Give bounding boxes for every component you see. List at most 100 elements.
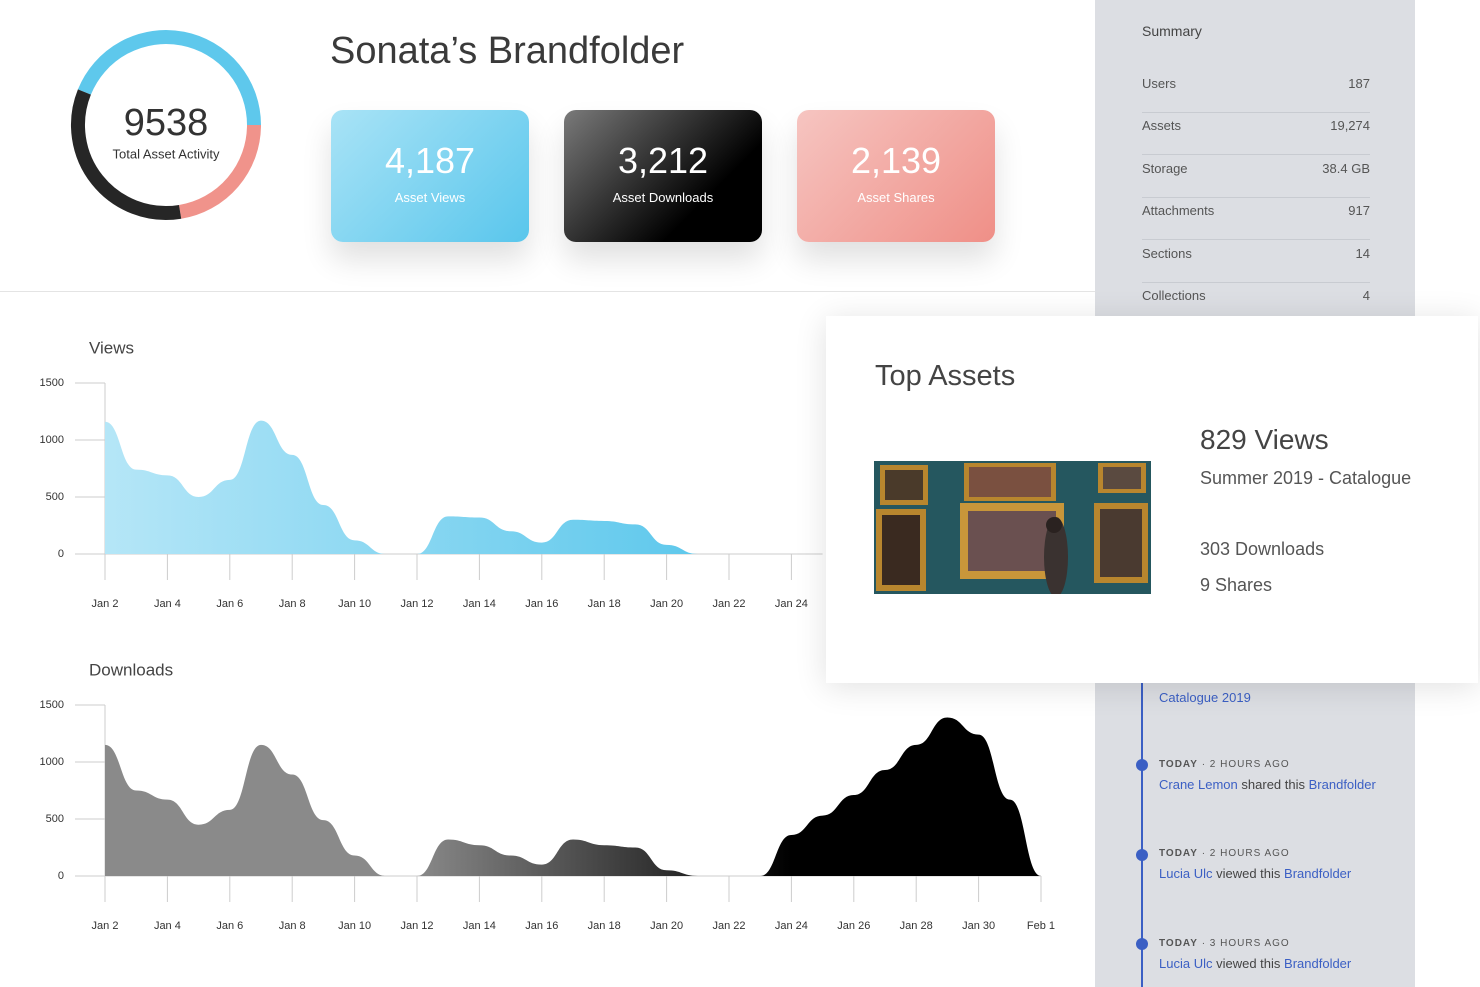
y-tick-label: 1500 <box>40 377 64 389</box>
label: Attachments <box>1142 203 1215 218</box>
x-tick-label: Jan 6 <box>216 598 243 610</box>
x-tick-label: Jan 20 <box>650 920 683 932</box>
x-tick-label: Jan 12 <box>400 598 433 610</box>
donut-total: 9538 <box>124 102 209 144</box>
chart-title: Downloads <box>89 660 173 679</box>
activity-item: TODAY · 3 HOURS AGO Lucia Ulc viewed thi… <box>1159 938 1351 971</box>
x-tick-label: Jan 14 <box>463 598 496 610</box>
value: 14 <box>1355 246 1370 261</box>
x-tick-label: Jan 8 <box>279 920 306 932</box>
summary-row: Assets 19,274 <box>1142 112 1370 155</box>
ago: · 3 HOURS AGO <box>1201 938 1290 949</box>
stat-caption: Asset Shares <box>857 190 935 205</box>
asset-downloads: 303 Downloads <box>1200 539 1325 559</box>
x-tick-label: Jan 16 <box>525 920 558 932</box>
page-title: Sonata’s Brandfolder <box>330 30 685 72</box>
label: Collections <box>1142 288 1206 303</box>
x-tick-label: Jan 18 <box>588 920 621 932</box>
stat-card: 4,187 Asset Views <box>331 110 529 242</box>
x-tick-label: Jan 30 <box>962 920 995 932</box>
x-tick-label: Jan 28 <box>900 920 933 932</box>
summary-row: Users 187 <box>1142 70 1370 113</box>
x-tick-label: Jan 2 <box>92 920 119 932</box>
donut-segment <box>71 89 182 220</box>
donut-segment <box>178 124 261 219</box>
value: 917 <box>1348 203 1370 218</box>
summary-row: Collections 4 <box>1142 282 1370 324</box>
x-tick-label: Jan 12 <box>400 920 433 932</box>
label: Assets <box>1142 118 1182 133</box>
asset-name: Summer 2019 - Catalogue <box>1200 468 1412 488</box>
panel-title: Top Assets <box>875 360 1016 392</box>
y-tick-label: 500 <box>46 491 64 503</box>
timeline <box>1141 683 1143 987</box>
action: viewed this <box>1216 956 1281 971</box>
y-tick-label: 1000 <box>40 434 64 446</box>
x-tick-label: Jan 6 <box>216 920 243 932</box>
x-tick-label: Jan 22 <box>712 598 745 610</box>
asset-thumbnail[interactable] <box>874 461 1151 594</box>
x-tick-label: Jan 10 <box>338 920 371 932</box>
timeline-dot <box>1136 938 1148 950</box>
ago: · 2 HOURS AGO <box>1201 759 1290 770</box>
top-assets-panel: Top Assets 829 Views Summer 2019 - Catal… <box>826 316 1478 683</box>
target-link[interactable]: Brandfolder <box>1284 956 1352 971</box>
x-tick-label: Jan 18 <box>588 598 621 610</box>
x-tick-label: Jan 26 <box>837 920 870 932</box>
value: 4 <box>1362 288 1370 303</box>
timeline-dot <box>1136 849 1148 861</box>
chart-title: Views <box>89 338 134 357</box>
y-tick-label: 500 <box>46 813 64 825</box>
label: Storage <box>1142 161 1188 176</box>
x-tick-label: Jan 14 <box>463 920 496 932</box>
stat-card: 2,139 Asset Shares <box>797 110 995 242</box>
action: viewed this <box>1216 866 1281 881</box>
user-link[interactable]: Crane Lemon <box>1159 777 1238 792</box>
stat-value: 3,212 <box>617 140 709 181</box>
x-tick-label: Feb 1 <box>1027 920 1055 932</box>
action: shared this <box>1241 777 1305 792</box>
day: TODAY <box>1159 938 1198 949</box>
value: 38.4 GB <box>1322 161 1370 176</box>
x-tick-label: Jan 8 <box>279 598 306 610</box>
divider <box>0 291 1095 292</box>
user-link[interactable]: Lucia Ulc <box>1159 866 1213 881</box>
y-tick-label: 1500 <box>40 699 64 711</box>
area <box>105 420 698 554</box>
y-tick-label: 0 <box>58 548 64 560</box>
x-tick-label: Jan 10 <box>338 598 371 610</box>
x-tick-label: Jan 22 <box>712 920 745 932</box>
stat-caption: Asset Views <box>394 190 466 205</box>
charts: 9538 Total Asset Activity Views 0 500 1000 150… <box>40 30 1055 932</box>
activity-item: TODAY · 2 HOURS AGO Lucia Ulc viewed thi… <box>1159 848 1351 881</box>
label: Sections <box>1142 246 1192 261</box>
x-tick-label: Jan 4 <box>154 920 181 932</box>
value: 187 <box>1348 76 1370 91</box>
area <box>760 717 1041 876</box>
stat-caption: Asset Downloads <box>612 190 714 205</box>
summary-row: Sections 14 <box>1142 240 1370 283</box>
x-tick-label: Jan 24 <box>775 598 808 610</box>
asset-shares: 9 Shares <box>1200 575 1273 595</box>
x-tick-label: Jan 16 <box>525 598 558 610</box>
summary-row: Attachments 917 <box>1142 197 1370 240</box>
target-link[interactable]: Brandfolder <box>1284 866 1352 881</box>
x-tick-label: Jan 4 <box>154 598 181 610</box>
asset-views: 829 Views <box>1200 424 1329 455</box>
timeline-dot <box>1136 759 1148 771</box>
y-tick-label: 0 <box>58 870 64 882</box>
user-link[interactable]: Lucia Ulc <box>1159 956 1213 971</box>
day: TODAY <box>1159 759 1198 770</box>
stat-value: 2,139 <box>850 140 942 181</box>
x-tick-label: Jan 2 <box>92 598 119 610</box>
summary-row: Storage 38.4 GB <box>1142 155 1370 198</box>
activity-item: TODAY · 2 HOURS AGO Crane Lemon shared t… <box>1159 759 1376 792</box>
activity-link[interactable]: Catalogue 2019 <box>1159 690 1251 705</box>
target-link[interactable]: Brandfolder <box>1308 777 1376 792</box>
x-tick-label: Jan 24 <box>775 920 808 932</box>
ago: · 2 HOURS AGO <box>1201 848 1290 859</box>
y-tick-label: 1000 <box>40 756 64 768</box>
donut-segment <box>77 30 261 126</box>
stat-value: 4,187 <box>384 140 476 181</box>
